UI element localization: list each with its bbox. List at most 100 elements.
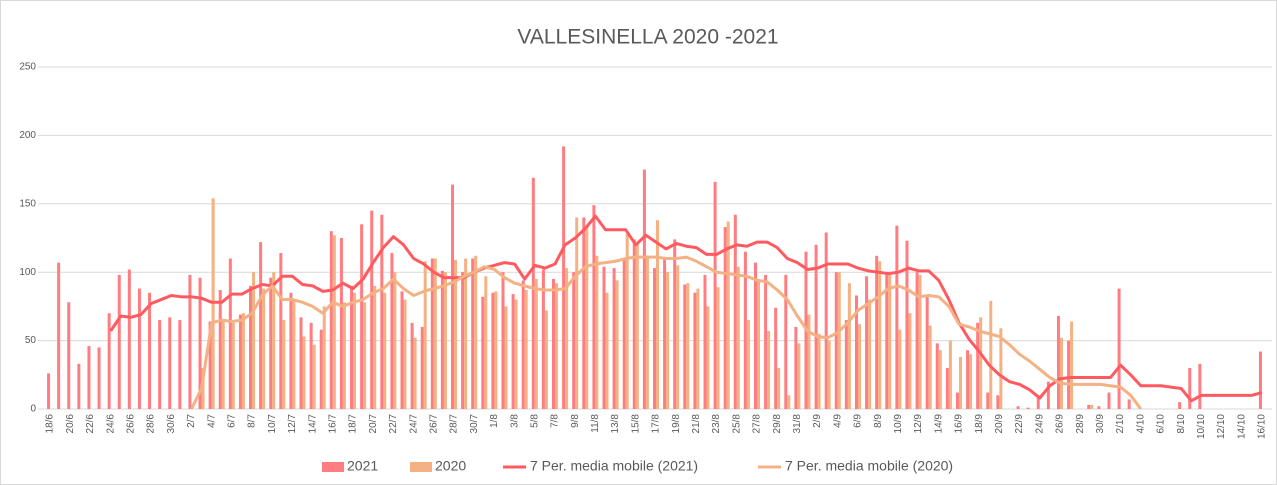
x-tick-label: 20/9 bbox=[994, 414, 1005, 434]
bar bbox=[945, 367, 949, 409]
bar bbox=[107, 313, 111, 409]
x-tick-label: 6/7 bbox=[226, 414, 237, 428]
bar bbox=[309, 322, 313, 409]
bar bbox=[534, 279, 538, 409]
bar bbox=[1070, 321, 1074, 409]
bar bbox=[292, 299, 296, 409]
bar bbox=[966, 350, 970, 409]
x-tick-label: 4/7 bbox=[206, 414, 217, 428]
x-tick-label: 22/6 bbox=[85, 414, 96, 434]
bar bbox=[1056, 315, 1060, 409]
bar bbox=[774, 307, 778, 409]
bar bbox=[565, 268, 569, 409]
bar bbox=[764, 274, 768, 409]
x-tick-label: 16/10 bbox=[1257, 414, 1268, 439]
bar bbox=[898, 329, 902, 409]
bar bbox=[97, 347, 101, 409]
x-tick-label: 23/8 bbox=[711, 414, 722, 434]
bar bbox=[188, 274, 192, 409]
bar bbox=[817, 333, 821, 409]
bar bbox=[625, 233, 629, 409]
bar bbox=[511, 294, 515, 409]
chart-title: VALLESINELLA 2020 -2021 bbox=[517, 26, 778, 49]
bar bbox=[653, 268, 656, 409]
bar bbox=[767, 331, 771, 409]
bar bbox=[322, 306, 326, 409]
bar bbox=[706, 306, 710, 409]
x-tick-label: 18/9 bbox=[974, 414, 985, 434]
x-tick-label: 3/8 bbox=[509, 414, 520, 428]
y-tick-label: 200 bbox=[19, 130, 36, 141]
bar bbox=[787, 395, 791, 409]
bar bbox=[885, 272, 889, 409]
bar bbox=[585, 225, 589, 409]
x-tick-label: 17/8 bbox=[651, 414, 662, 434]
bar bbox=[262, 288, 266, 409]
bar bbox=[279, 253, 283, 409]
bar bbox=[544, 310, 548, 409]
legend-label: 2021 bbox=[347, 458, 378, 474]
x-tick-label: 10/7 bbox=[267, 414, 278, 434]
bar bbox=[958, 357, 962, 409]
x-tick-label: 7/8 bbox=[550, 414, 561, 428]
bar bbox=[430, 258, 434, 409]
bar bbox=[908, 313, 912, 409]
bar bbox=[814, 244, 818, 409]
x-tick-label: 16/7 bbox=[327, 414, 338, 434]
bar bbox=[1117, 288, 1121, 409]
bar bbox=[443, 272, 447, 409]
bar bbox=[282, 320, 286, 409]
x-tick-label: 28/6 bbox=[146, 414, 157, 434]
x-tick-label: 30/9 bbox=[1095, 414, 1106, 434]
x-tick-label: 2/10 bbox=[1115, 414, 1126, 434]
bar bbox=[837, 272, 841, 409]
bar bbox=[996, 395, 1000, 409]
x-tick-label: 12/9 bbox=[913, 414, 924, 434]
bar bbox=[807, 314, 811, 409]
x-tick-label: 9/8 bbox=[570, 414, 581, 428]
x-tick-label: 22/7 bbox=[388, 414, 399, 434]
bar bbox=[693, 292, 697, 409]
bar bbox=[918, 274, 922, 409]
x-tick-label: 26/9 bbox=[1055, 414, 1066, 434]
y-tick-label: 250 bbox=[19, 62, 36, 73]
bar bbox=[393, 272, 397, 409]
bar bbox=[1178, 402, 1182, 409]
x-tick-label: 10/10 bbox=[1196, 414, 1207, 439]
bar bbox=[612, 268, 616, 409]
bar bbox=[1127, 399, 1131, 409]
bar bbox=[67, 302, 71, 409]
x-tick-label: 4/9 bbox=[832, 414, 843, 428]
bar bbox=[834, 272, 838, 409]
bar bbox=[117, 274, 121, 409]
x-tick-label: 26/6 bbox=[125, 414, 136, 434]
bar bbox=[178, 320, 182, 409]
bar bbox=[57, 262, 61, 409]
y-tick-label: 50 bbox=[25, 335, 37, 346]
moving-average-line bbox=[109, 214, 1263, 403]
bar bbox=[1026, 407, 1030, 409]
bar bbox=[868, 299, 872, 409]
bar bbox=[481, 296, 485, 409]
bar bbox=[1059, 337, 1063, 409]
bar bbox=[1097, 406, 1101, 409]
x-tick-label: 24/9 bbox=[1034, 414, 1045, 434]
bar bbox=[696, 288, 700, 409]
legend-label: 7 Per. media mobile (2020) bbox=[785, 458, 953, 474]
bar bbox=[289, 292, 293, 409]
bar bbox=[632, 239, 636, 409]
x-tick-label: 2/7 bbox=[186, 414, 197, 428]
bar bbox=[208, 321, 212, 409]
bar bbox=[433, 258, 437, 409]
bar bbox=[494, 291, 498, 409]
x-tick-label: 8/9 bbox=[873, 414, 884, 428]
bar bbox=[605, 292, 609, 409]
bar bbox=[824, 232, 828, 409]
bar bbox=[504, 306, 508, 409]
bar bbox=[703, 274, 707, 409]
bar bbox=[615, 280, 619, 409]
bar bbox=[878, 261, 882, 409]
bar bbox=[976, 322, 980, 409]
x-tick-label: 14/9 bbox=[933, 414, 944, 434]
bar bbox=[514, 299, 518, 409]
